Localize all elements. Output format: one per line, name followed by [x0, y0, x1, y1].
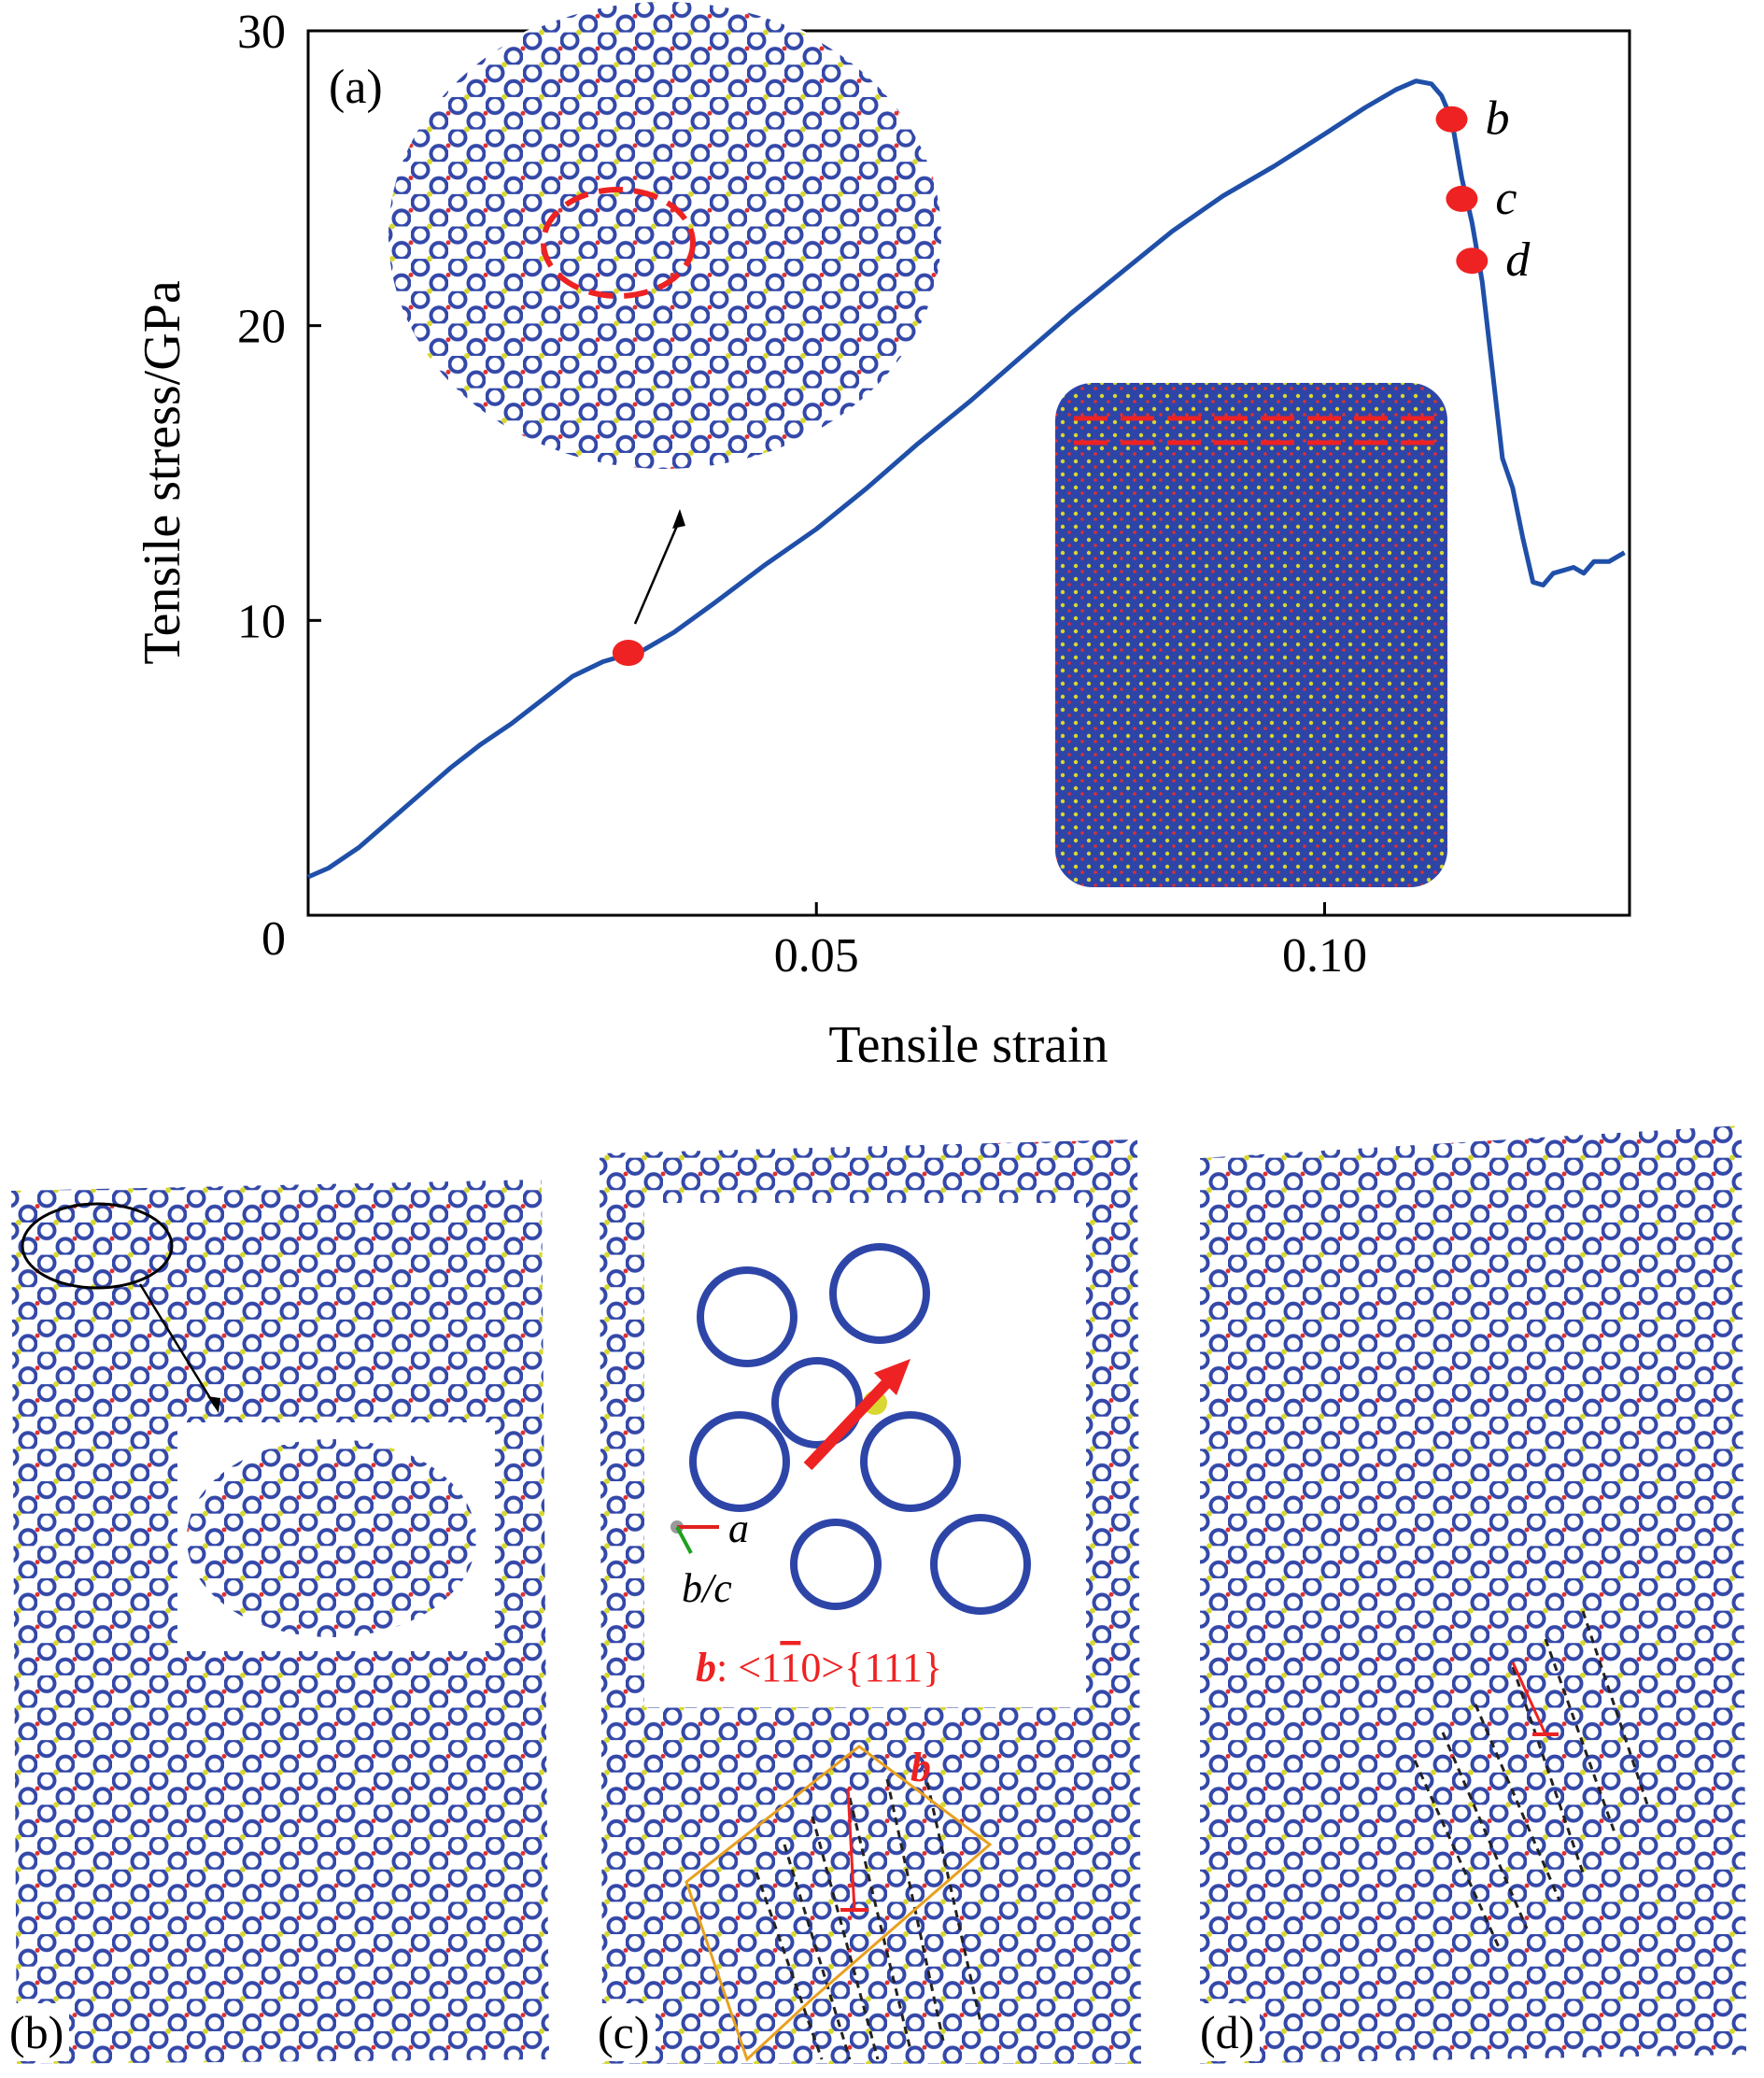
marker-label: d: [1505, 233, 1531, 287]
burgers-circuit: [684, 1745, 993, 2062]
panel-label-c: (c): [592, 2003, 656, 2061]
chart-layer: bcd: [307, 78, 1626, 880]
burgers-arrow: [803, 1373, 896, 1471]
panel-c-lattice: a b/c b: <110>{111} b: [600, 1139, 1141, 2064]
data-marker: [1456, 247, 1489, 275]
marker-label: b: [1486, 92, 1510, 146]
burgers-caption: b: <110>{111}: [696, 1645, 942, 1690]
dislocation-lines: [1413, 1610, 1650, 1948]
axis-triad: [670, 1520, 719, 1554]
inset-arrow: [633, 518, 682, 625]
panel-d-lattice: [1200, 1125, 1746, 2064]
marker-label: c: [1495, 172, 1517, 225]
panel-d: (d): [1191, 1125, 1751, 2069]
y-tick-label: 0: [261, 912, 286, 966]
inset-top-left: [385, 0, 945, 471]
icosahedra-cluster: [689, 1243, 1031, 1615]
data-marker: [1435, 106, 1468, 133]
plot-frame: [306, 29, 1631, 917]
panel-label-a: (a): [329, 61, 383, 114]
x-tick-label: 0.05: [774, 929, 859, 982]
y-axis-label: Tensile stress/GPa: [134, 280, 191, 665]
data-marker: [612, 640, 644, 667]
panel-b: (b): [0, 1125, 560, 2069]
inset-cylinder: [1055, 383, 1447, 887]
y-tick-label: 20: [237, 301, 286, 354]
highlight-ellipse: [541, 187, 696, 299]
defect-ellipse: [21, 1202, 174, 1290]
panel-c: a b/c b: <110>{111} b (c): [588, 1125, 1149, 2069]
panel-b-lattice: [11, 1180, 549, 2064]
panel-label-d: (d): [1194, 2003, 1261, 2061]
series-line: [307, 78, 1626, 880]
panel-label-b: (b): [4, 2003, 70, 2061]
inset-arrow-head: [672, 509, 685, 529]
axis-a-label: a: [728, 1505, 749, 1551]
y-tick-label: 30: [237, 6, 286, 59]
vector-label-b: b: [910, 1745, 931, 1790]
axis-bc-label: b/c: [682, 1565, 732, 1611]
y-tick-label: 10: [237, 595, 286, 648]
x-axis-label: Tensile strain: [828, 1016, 1108, 1074]
data-marker: [1446, 185, 1478, 212]
stress-strain-chart: bcd 0.05 0.10 0 10 20 30 (a) Tensile strain T…: [134, 0, 1631, 1074]
axis-layer: 0.05 0.10 0 10 20 30: [237, 6, 1367, 982]
x-tick-label: 0.10: [1282, 929, 1367, 982]
